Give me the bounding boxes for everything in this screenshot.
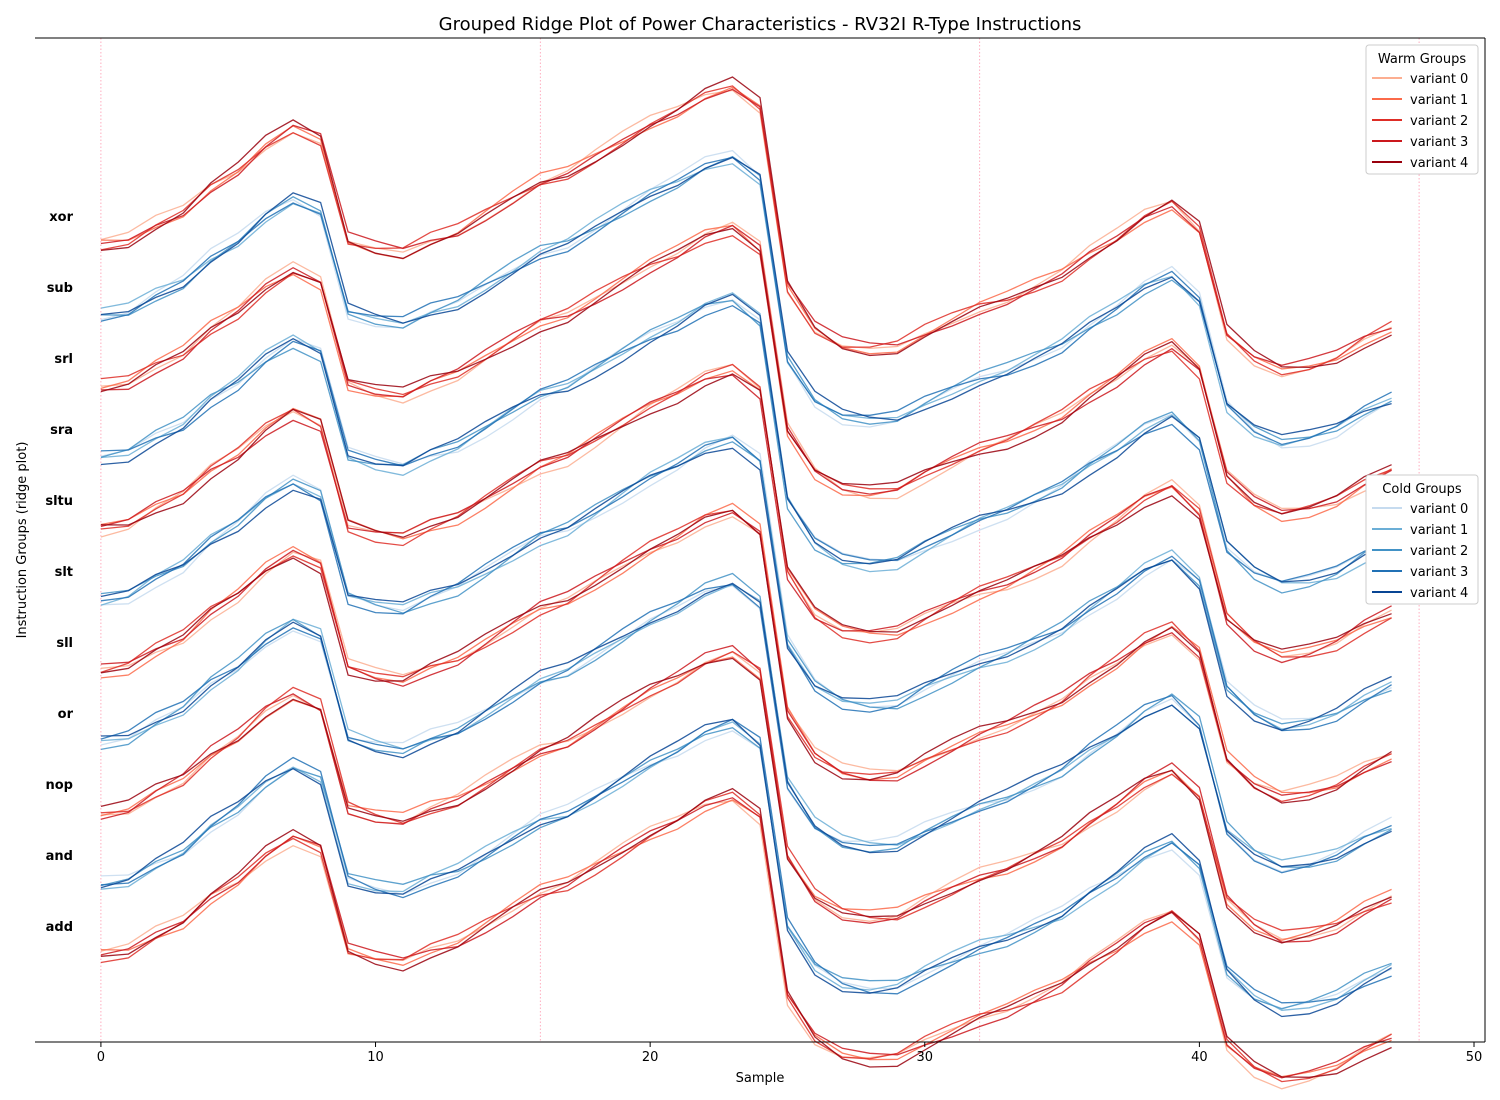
x-tick-label-0: 0 <box>97 1050 105 1065</box>
series-line-or-variant-3 <box>100 583 1392 874</box>
group-label-and: and <box>46 849 73 864</box>
series-line-sub-variant-4 <box>100 156 1392 436</box>
group-label-nop: nop <box>46 778 74 793</box>
series-line-slt-variant-1 <box>100 436 1392 730</box>
x-axis-ticks: 0 10 20 30 40 50 <box>97 1042 1483 1065</box>
series-line-xor-variant-4 <box>100 76 1392 369</box>
group-labels: add and nop or sll slt sltu sra srl sub xor <box>45 210 73 935</box>
series-line-sra-variant-2 <box>100 299 1392 594</box>
series-line-sra-variant-3 <box>100 304 1392 582</box>
legend-label-warm-4: variant 4 <box>1410 156 1468 171</box>
legend-label-cold-0: variant 0 <box>1410 502 1468 517</box>
legend-label-cold-3: variant 3 <box>1410 565 1468 580</box>
series-line-slt-variant-4 <box>100 447 1392 731</box>
series-line-and-variant-0 <box>100 730 1392 1009</box>
series-line-srl-variant-4 <box>100 227 1392 515</box>
group-label-add: add <box>46 920 73 935</box>
group-label-or: or <box>58 707 74 722</box>
legends: Warm Groups variant 0 variant 1 variant 2 va… <box>1365 44 1479 605</box>
series-line-and-variant-3 <box>100 718 1392 1004</box>
series-line-or-variant-0 <box>100 584 1392 873</box>
series-line-sub-variant-3 <box>100 156 1392 446</box>
group-label-sra: sra <box>50 423 73 438</box>
series-line-xor-variant-1 <box>100 86 1392 370</box>
series-line-and-variant-1 <box>100 721 1392 1011</box>
group-label-sltu: sltu <box>45 494 73 509</box>
series-line-add-variant-1 <box>100 799 1392 1078</box>
series-line-srl-variant-2 <box>100 234 1392 515</box>
series-line-srl-variant-3 <box>100 224 1392 512</box>
series-line-sll-variant-1 <box>100 502 1392 794</box>
series-line-sltu-variant-3 <box>100 374 1392 664</box>
series-layer <box>100 76 1392 1090</box>
series-line-srl-variant-1 <box>100 224 1392 523</box>
legend-label-cold-1: variant 1 <box>1410 523 1468 538</box>
series-line-or-variant-1 <box>100 583 1392 861</box>
series-line-or-variant-4 <box>100 582 1392 868</box>
x-tick-label-50: 50 <box>1466 1050 1483 1065</box>
series-line-xor-variant-3 <box>100 88 1392 366</box>
group-label-srl: srl <box>54 352 73 367</box>
series-line-add-variant-4 <box>100 787 1392 1078</box>
series-line-and-variant-2 <box>100 726 1392 1010</box>
series-line-and-variant-4 <box>100 718 1392 1018</box>
series-line-nop-variant-3 <box>100 644 1392 943</box>
series-line-sltu-variant-4 <box>100 373 1392 650</box>
x-tick-label-20: 20 <box>642 1050 659 1065</box>
legend-title-cold: Cold Groups <box>1382 482 1462 497</box>
series-line-add-variant-2 <box>100 791 1392 1083</box>
legend-label-warm-2: variant 2 <box>1410 114 1468 129</box>
series-line-nop-variant-2 <box>100 650 1392 932</box>
legend-label-cold-4: variant 4 <box>1410 586 1468 601</box>
legend-label-warm-1: variant 1 <box>1410 93 1468 108</box>
group-label-slt: slt <box>55 565 73 580</box>
legend-title-warm: Warm Groups <box>1378 52 1466 67</box>
series-line-sra-variant-1 <box>100 292 1392 584</box>
legend-label-cold-2: variant 2 <box>1410 544 1468 559</box>
series-line-sll-variant-0 <box>100 516 1392 792</box>
series-line-sub-variant-0 <box>100 149 1392 449</box>
x-tick-label-30: 30 <box>916 1050 933 1065</box>
group-label-sll: sll <box>56 636 73 651</box>
series-line-add-variant-0 <box>100 800 1392 1090</box>
series-line-sll-variant-3 <box>100 511 1392 796</box>
series-line-sll-variant-4 <box>100 509 1392 804</box>
series-line-sub-variant-2 <box>100 155 1392 441</box>
legend-label-warm-3: variant 3 <box>1410 135 1468 150</box>
series-line-sra-variant-4 <box>100 293 1392 583</box>
x-tick-label-40: 40 <box>1191 1050 1208 1065</box>
x-tick-label-10: 10 <box>367 1050 384 1065</box>
y-axis-label: Instruction Groups (ridge plot) <box>15 442 30 639</box>
series-line-nop-variant-4 <box>100 657 1392 944</box>
series-line-srl-variant-0 <box>100 221 1392 510</box>
series-line-or-variant-2 <box>100 572 1392 868</box>
series-line-sltu-variant-2 <box>100 363 1392 658</box>
legend-label-warm-0: variant 0 <box>1410 72 1468 87</box>
series-line-sltu-variant-0 <box>100 363 1392 658</box>
chart-title: Grouped Ridge Plot of Power Characterist… <box>439 14 1082 35</box>
series-line-slt-variant-0 <box>100 434 1392 720</box>
group-label-xor: xor <box>49 210 73 225</box>
group-label-sub: sub <box>47 281 73 296</box>
x-axis-label: Sample <box>736 1071 785 1086</box>
